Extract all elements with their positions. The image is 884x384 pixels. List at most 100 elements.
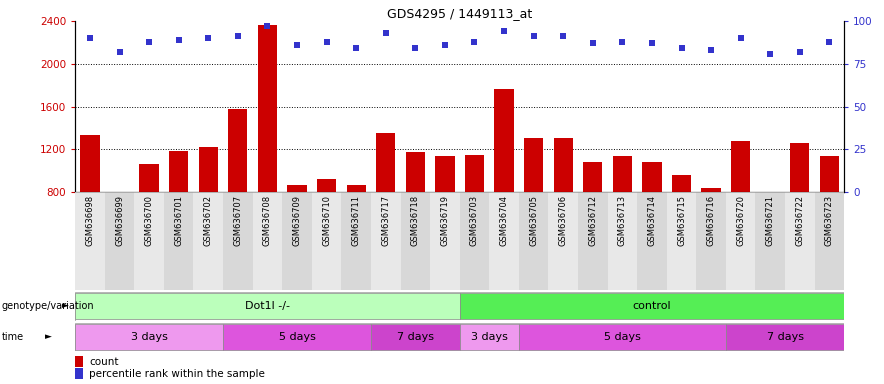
Bar (194, 192, 223, 290)
Text: ►: ► (45, 332, 52, 341)
Point (793, 49, 807, 55)
Text: 5 days: 5 days (604, 332, 641, 342)
Bar (460, 293, 844, 319)
Bar (643, 162, 661, 192)
Bar (435, 156, 454, 192)
Text: GSM636702: GSM636702 (203, 195, 213, 246)
Bar (548, 192, 578, 290)
Point (822, 38, 836, 45)
Text: Dot1l -/-: Dot1l -/- (245, 301, 290, 311)
Text: 7 days: 7 days (766, 332, 804, 342)
Point (734, 35, 748, 41)
Text: GSM636718: GSM636718 (411, 195, 420, 246)
Bar (80, 136, 100, 192)
Point (556, 33, 570, 40)
Bar (578, 192, 607, 290)
Bar (431, 192, 460, 290)
Text: GSM636707: GSM636707 (233, 195, 242, 246)
Text: 5 days: 5 days (278, 332, 316, 342)
Bar (819, 156, 839, 192)
Bar (253, 192, 282, 290)
Text: GSM636713: GSM636713 (618, 195, 627, 246)
Point (527, 33, 541, 40)
Point (112, 49, 126, 55)
Bar (726, 324, 844, 350)
Text: GSM636719: GSM636719 (440, 195, 449, 246)
Text: GSM636699: GSM636699 (115, 195, 124, 246)
Bar (465, 155, 484, 192)
Point (349, 45, 363, 51)
Bar (75, 356, 83, 367)
Text: GSM636723: GSM636723 (825, 195, 834, 246)
Bar (376, 133, 395, 192)
Point (290, 42, 304, 48)
Text: GSM636721: GSM636721 (766, 195, 774, 246)
Bar (785, 192, 815, 290)
Point (586, 40, 600, 46)
Point (378, 30, 392, 36)
Point (704, 47, 718, 53)
Bar (702, 188, 720, 192)
Bar (756, 192, 785, 290)
Point (231, 33, 245, 40)
Text: GSM636705: GSM636705 (530, 195, 538, 246)
Text: count: count (89, 357, 118, 367)
Text: percentile rank within the sample: percentile rank within the sample (89, 369, 265, 379)
Bar (460, 192, 489, 290)
Bar (169, 151, 188, 192)
Bar (726, 192, 756, 290)
Bar (519, 324, 726, 350)
Text: GSM636716: GSM636716 (706, 195, 716, 246)
Text: 3 days: 3 days (471, 332, 507, 342)
Bar (228, 109, 248, 192)
Point (319, 38, 333, 45)
Bar (75, 324, 223, 350)
Bar (731, 141, 751, 192)
Bar (134, 192, 164, 290)
Text: GSM636722: GSM636722 (796, 195, 804, 246)
Point (171, 37, 186, 43)
Bar (371, 324, 460, 350)
Bar (104, 192, 134, 290)
Text: GSM636712: GSM636712 (588, 195, 598, 246)
Text: GSM636717: GSM636717 (381, 195, 390, 246)
Bar (494, 89, 514, 192)
Bar (637, 192, 667, 290)
Bar (519, 192, 548, 290)
Point (645, 40, 659, 46)
Point (763, 51, 777, 57)
Text: GSM636709: GSM636709 (293, 195, 301, 246)
Bar (347, 185, 366, 192)
Text: 7 days: 7 days (397, 332, 434, 342)
Text: ►: ► (62, 301, 69, 311)
Bar (199, 147, 217, 192)
Bar (258, 25, 277, 192)
Point (497, 28, 511, 35)
Text: 3 days: 3 days (131, 332, 168, 342)
Bar (667, 192, 697, 290)
Bar (223, 192, 253, 290)
Text: GSM636698: GSM636698 (86, 195, 95, 246)
Text: control: control (633, 301, 671, 311)
Title: GDS4295 / 1449113_at: GDS4295 / 1449113_at (387, 7, 532, 20)
Bar (75, 192, 104, 290)
Point (438, 42, 452, 48)
Bar (400, 192, 431, 290)
Text: GSM636714: GSM636714 (647, 195, 657, 246)
Bar (223, 324, 371, 350)
Point (202, 35, 216, 41)
Bar (406, 152, 425, 192)
Bar (460, 324, 519, 350)
Point (408, 45, 423, 51)
Bar (341, 192, 371, 290)
Bar (312, 192, 341, 290)
Bar (583, 162, 602, 192)
Bar (790, 143, 810, 192)
Text: GSM636708: GSM636708 (263, 195, 272, 246)
Bar (75, 293, 460, 319)
Bar (553, 137, 573, 192)
Bar (371, 192, 400, 290)
Bar (140, 164, 159, 192)
Bar (697, 192, 726, 290)
Point (83, 35, 97, 41)
